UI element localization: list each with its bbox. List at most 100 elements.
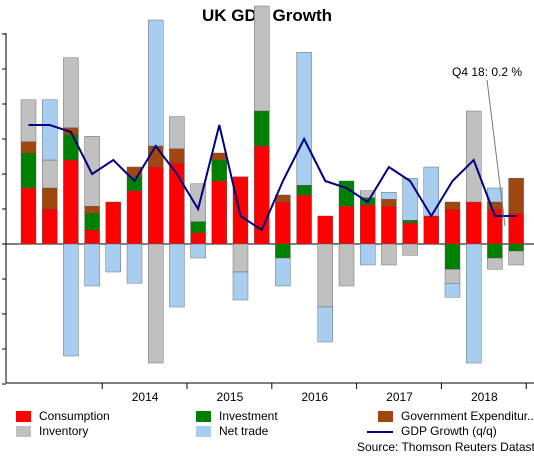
bar-net_trade bbox=[402, 177, 418, 221]
bar-net_trade bbox=[275, 257, 291, 287]
bar-net_trade bbox=[147, 19, 164, 147]
bar-inventory bbox=[147, 243, 164, 364]
bar-investment bbox=[63, 134, 79, 161]
bar-consumption bbox=[211, 180, 228, 245]
legend-label: GDP Growth (q/q) bbox=[401, 424, 497, 438]
bar-investment bbox=[508, 243, 524, 252]
legend-consumption: Consumption bbox=[16, 409, 110, 423]
x-tick-label: 2017 bbox=[386, 390, 413, 404]
bar-consumption bbox=[84, 229, 100, 245]
bar-inventory bbox=[253, 5, 270, 112]
bar-investment bbox=[444, 243, 461, 270]
bar-net_trade bbox=[466, 243, 482, 364]
bar-net_trade bbox=[42, 99, 58, 161]
bars-group bbox=[20, 5, 524, 364]
bar-net_trade bbox=[190, 243, 206, 259]
bar-government bbox=[508, 177, 524, 214]
bar-inventory bbox=[317, 243, 333, 308]
x-tick-label: 2015 bbox=[217, 390, 244, 404]
bar-net_trade bbox=[63, 243, 79, 357]
x-tick-label: 2014 bbox=[132, 390, 159, 404]
bar-net_trade bbox=[126, 243, 143, 284]
bar-investment bbox=[20, 152, 37, 189]
legend-label: Consumption bbox=[39, 409, 110, 423]
bar-consumption bbox=[63, 159, 79, 245]
bar-government bbox=[275, 194, 291, 203]
bar-consumption bbox=[190, 232, 206, 245]
source-note: Source: Thomson Reuters Datastr bbox=[357, 440, 534, 454]
annotation-label: Q4 18: 0.2 % bbox=[452, 65, 522, 79]
gdp-growth-line bbox=[28, 124, 517, 232]
bar-net_trade bbox=[360, 243, 376, 266]
gdp-line-group bbox=[28, 124, 517, 232]
bar-net_trade bbox=[232, 271, 249, 301]
bar-investment bbox=[338, 180, 355, 207]
bar-net_trade bbox=[105, 243, 122, 273]
bar-investment bbox=[275, 243, 291, 259]
inventory-swatch bbox=[16, 426, 31, 438]
bar-inventory bbox=[232, 243, 249, 273]
bar-consumption bbox=[466, 201, 482, 245]
bar-government bbox=[20, 141, 37, 154]
bar-consumption bbox=[360, 204, 376, 245]
legend-net-trade: Net trade bbox=[196, 424, 268, 438]
bar-net_trade bbox=[296, 52, 312, 186]
legend-inventory: Inventory bbox=[16, 424, 88, 438]
bar-investment bbox=[402, 219, 418, 224]
bar-investment bbox=[296, 184, 312, 196]
bar-investment bbox=[84, 212, 100, 231]
legend-label: Government Expenditur... bbox=[401, 409, 534, 423]
bar-consumption bbox=[20, 187, 37, 245]
bar-inventory bbox=[487, 257, 503, 270]
legend-label: Inventory bbox=[39, 424, 89, 438]
gdp-line-swatch bbox=[367, 430, 393, 433]
bar-net_trade bbox=[444, 283, 461, 298]
bar-consumption bbox=[275, 201, 291, 245]
legend-government: Government Expenditur... bbox=[378, 409, 534, 423]
bar-investment bbox=[190, 221, 206, 234]
bar-investment bbox=[126, 176, 143, 192]
bar-inventory bbox=[169, 116, 185, 149]
consumption-swatch bbox=[16, 411, 31, 423]
legend-gdp: GDP Growth (q/q) bbox=[367, 424, 497, 438]
x-tick-label: 2018 bbox=[471, 390, 498, 404]
investment-swatch bbox=[196, 411, 211, 423]
bar-inventory bbox=[381, 243, 397, 266]
bar-consumption bbox=[232, 176, 249, 245]
bar-government bbox=[126, 166, 143, 178]
bar-inventory bbox=[444, 269, 461, 284]
bar-consumption bbox=[126, 190, 143, 245]
bar-consumption bbox=[147, 166, 164, 245]
bar-consumption bbox=[105, 201, 122, 245]
government-swatch bbox=[378, 411, 393, 423]
bar-government bbox=[381, 198, 397, 207]
bar-investment bbox=[211, 159, 228, 182]
net-trade-swatch bbox=[196, 426, 211, 438]
bar-inventory bbox=[42, 159, 58, 189]
bar-inventory bbox=[466, 110, 482, 203]
bar-consumption bbox=[381, 205, 397, 245]
bar-consumption bbox=[444, 208, 461, 245]
bar-government bbox=[42, 187, 58, 210]
bar-inventory bbox=[360, 190, 376, 199]
bar-investment bbox=[253, 110, 270, 147]
bar-inventory bbox=[84, 135, 100, 207]
bar-consumption bbox=[42, 208, 58, 245]
bar-consumption bbox=[423, 215, 439, 245]
legend-label: Investment bbox=[219, 409, 278, 423]
bar-net_trade bbox=[169, 243, 185, 308]
bar-consumption bbox=[317, 215, 333, 245]
legend-investment: Investment bbox=[196, 409, 278, 423]
bar-net_trade bbox=[317, 306, 333, 343]
bar-inventory bbox=[63, 57, 79, 128]
bar-investment bbox=[487, 243, 503, 259]
x-tick-label: 2016 bbox=[301, 390, 328, 404]
bar-government bbox=[444, 201, 461, 210]
bar-inventory bbox=[20, 99, 37, 143]
bar-consumption bbox=[338, 205, 355, 245]
bar-inventory bbox=[402, 243, 418, 256]
legend-label: Net trade bbox=[219, 424, 269, 438]
bar-government bbox=[84, 205, 100, 214]
bar-net_trade bbox=[84, 243, 100, 287]
